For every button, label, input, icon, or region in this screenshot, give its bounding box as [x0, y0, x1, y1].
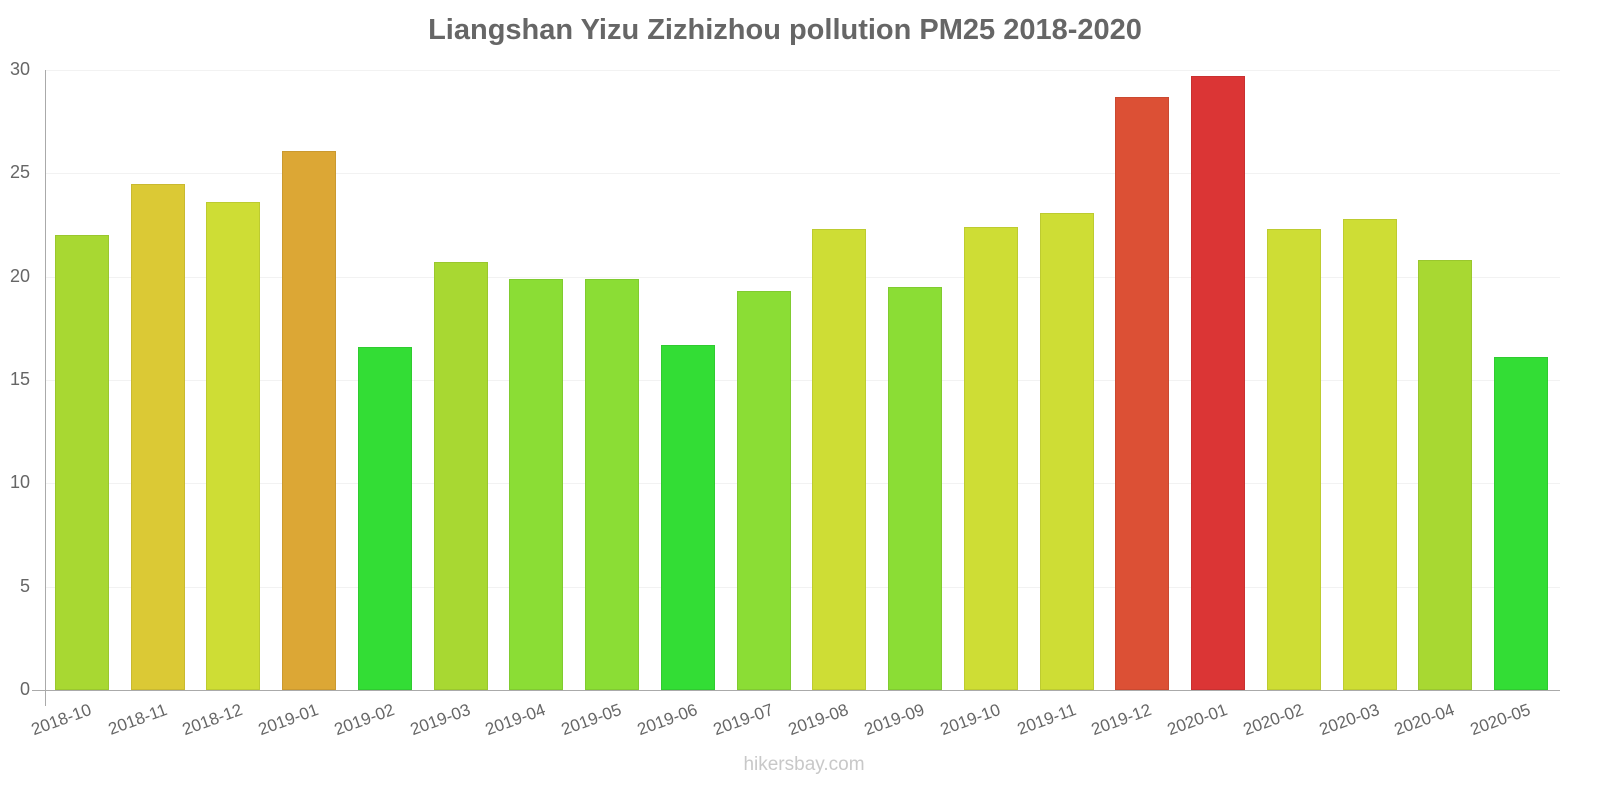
bar-2019-05[interactable]: [585, 278, 640, 690]
bar-2019-02[interactable]: [357, 346, 412, 690]
bar-2019-07[interactable]: [736, 291, 791, 690]
bar-2019-10[interactable]: [963, 227, 1018, 690]
y-tick-label: 30: [9, 59, 30, 79]
gridline: [45, 70, 1560, 71]
y-tick-label: 15: [9, 369, 30, 389]
y-tick-label: 25: [9, 162, 30, 183]
x-tick-label: 2019-11: [1014, 700, 1079, 739]
bar-2019-01[interactable]: [282, 150, 337, 690]
bar-2020-01[interactable]: [1191, 76, 1246, 690]
gridline: [45, 173, 1560, 175]
x-tick-label: 2020-01: [1164, 700, 1231, 740]
x-tick-label: 2019-09: [861, 700, 928, 740]
y-tick-label: 5: [19, 575, 30, 596]
bar-2020-02[interactable]: [1266, 229, 1321, 690]
x-tick-label: 2019-01: [255, 700, 322, 740]
watermark: hikersbay.com: [743, 754, 865, 775]
bar-2019-08[interactable]: [812, 229, 867, 690]
bar-2019-11[interactable]: [1039, 212, 1094, 690]
bar-2019-04[interactable]: [509, 278, 564, 690]
bar-2019-03[interactable]: [433, 262, 488, 690]
x-tick-label: 2018-11: [105, 700, 170, 739]
x-tick-label: 2020-04: [1392, 700, 1458, 740]
x-tick-label: 2020-05: [1467, 700, 1534, 740]
y-tick-label: 20: [9, 265, 30, 286]
chart-title: Liangshan Yizu Zizhizhou pollution PM25 …: [428, 14, 1142, 46]
x-tick-label: 2019-12: [1089, 700, 1155, 740]
gridline: [45, 380, 1560, 381]
x-tick-label: 2020-03: [1316, 700, 1382, 740]
y-axis-line: [45, 70, 46, 706]
x-axis-line: [32, 690, 1560, 691]
bar-2020-03[interactable]: [1342, 218, 1397, 690]
x-tick-label: 2019-03: [407, 700, 473, 740]
bar-2018-11[interactable]: [130, 183, 185, 690]
x-tick-label: 2019-08: [786, 700, 852, 740]
gridline: [45, 483, 1560, 485]
bar-2019-09[interactable]: [888, 287, 943, 690]
plot-area: [45, 70, 1560, 691]
bar-2020-04[interactable]: [1418, 260, 1473, 690]
gridline: [45, 276, 1560, 278]
x-tick-label: 2019-07: [710, 700, 776, 740]
bar-2019-06[interactable]: [660, 344, 715, 690]
bar-2020-05[interactable]: [1494, 357, 1549, 690]
bar-2018-10[interactable]: [54, 235, 109, 690]
x-tick-label: 2018-10: [28, 700, 94, 740]
x-tick-label: 2019-04: [483, 700, 549, 740]
bar-2019-12[interactable]: [1115, 96, 1170, 690]
x-tick-label: 2019-06: [634, 700, 700, 740]
bar-2018-12[interactable]: [206, 202, 261, 690]
y-tick-label: 0: [19, 679, 30, 699]
x-tick-label: 2019-05: [558, 700, 625, 740]
y-tick-label: 10: [9, 472, 30, 493]
x-tick-label: 2020-02: [1240, 700, 1306, 740]
x-tick-label: 2019-10: [937, 700, 1003, 740]
gridline: [45, 586, 1560, 588]
x-tick-label: 2018-12: [180, 700, 246, 740]
x-tick-label: 2019-02: [331, 700, 397, 740]
